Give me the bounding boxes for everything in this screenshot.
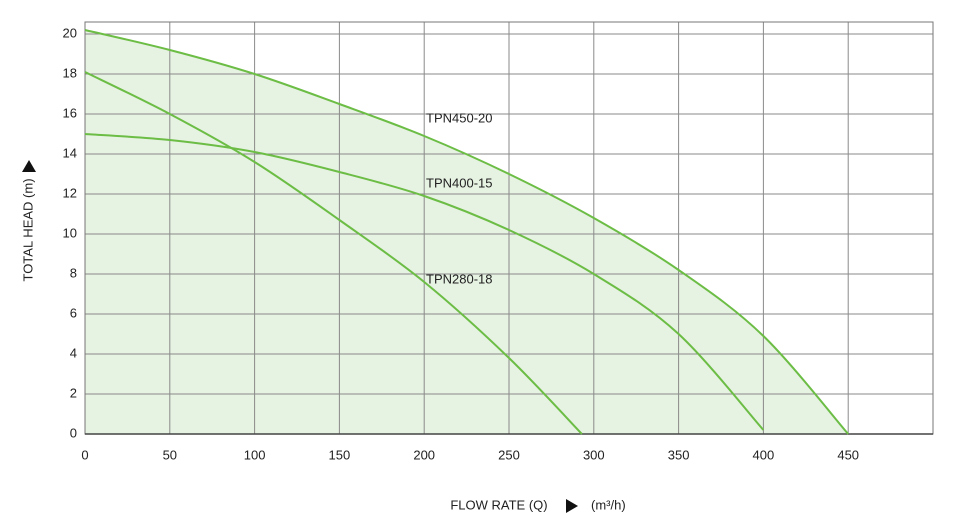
y-tick-label: 18 [63, 65, 77, 80]
y-tick-label: 16 [63, 105, 77, 120]
x-tick-label: 250 [498, 447, 520, 462]
y-tick-label: 10 [63, 225, 77, 240]
y-tick-label: 6 [70, 305, 77, 320]
y-tick-label: 20 [63, 25, 77, 40]
series-label: TPN450-20 [426, 110, 492, 125]
series-line [84, 71, 583, 435]
y-tick-label: 2 [70, 385, 77, 400]
x-tick-label: 350 [668, 447, 690, 462]
series-line [84, 29, 849, 435]
area-fill [85, 30, 849, 434]
x-tick-label: 100 [244, 447, 266, 462]
y-tick-label: 12 [63, 185, 77, 200]
x-tick-label: 450 [837, 447, 859, 462]
series-label: TPN400-15 [426, 175, 492, 190]
x-tick-label: 200 [413, 447, 435, 462]
x-tick-label: 150 [329, 447, 351, 462]
series-label: TPN280-18 [426, 271, 492, 286]
x-tick-label: 300 [583, 447, 605, 462]
y-tick-label: 0 [70, 425, 77, 440]
x-tick-label: 50 [163, 447, 177, 462]
x-axis-unit: (m³/h) [591, 497, 626, 512]
y-tick-label: 8 [70, 265, 77, 280]
x-tick-label: 0 [81, 447, 88, 462]
series-line [84, 133, 765, 431]
x-axis-arrow [566, 499, 578, 513]
y-axis-arrow [22, 160, 36, 172]
y-axis-label: TOTAL HEAD (m) [20, 178, 35, 281]
x-tick-label: 400 [753, 447, 775, 462]
y-tick-label: 14 [63, 145, 77, 160]
x-axis-label: FLOW RATE (Q) [450, 497, 547, 512]
y-tick-label: 4 [70, 345, 77, 360]
